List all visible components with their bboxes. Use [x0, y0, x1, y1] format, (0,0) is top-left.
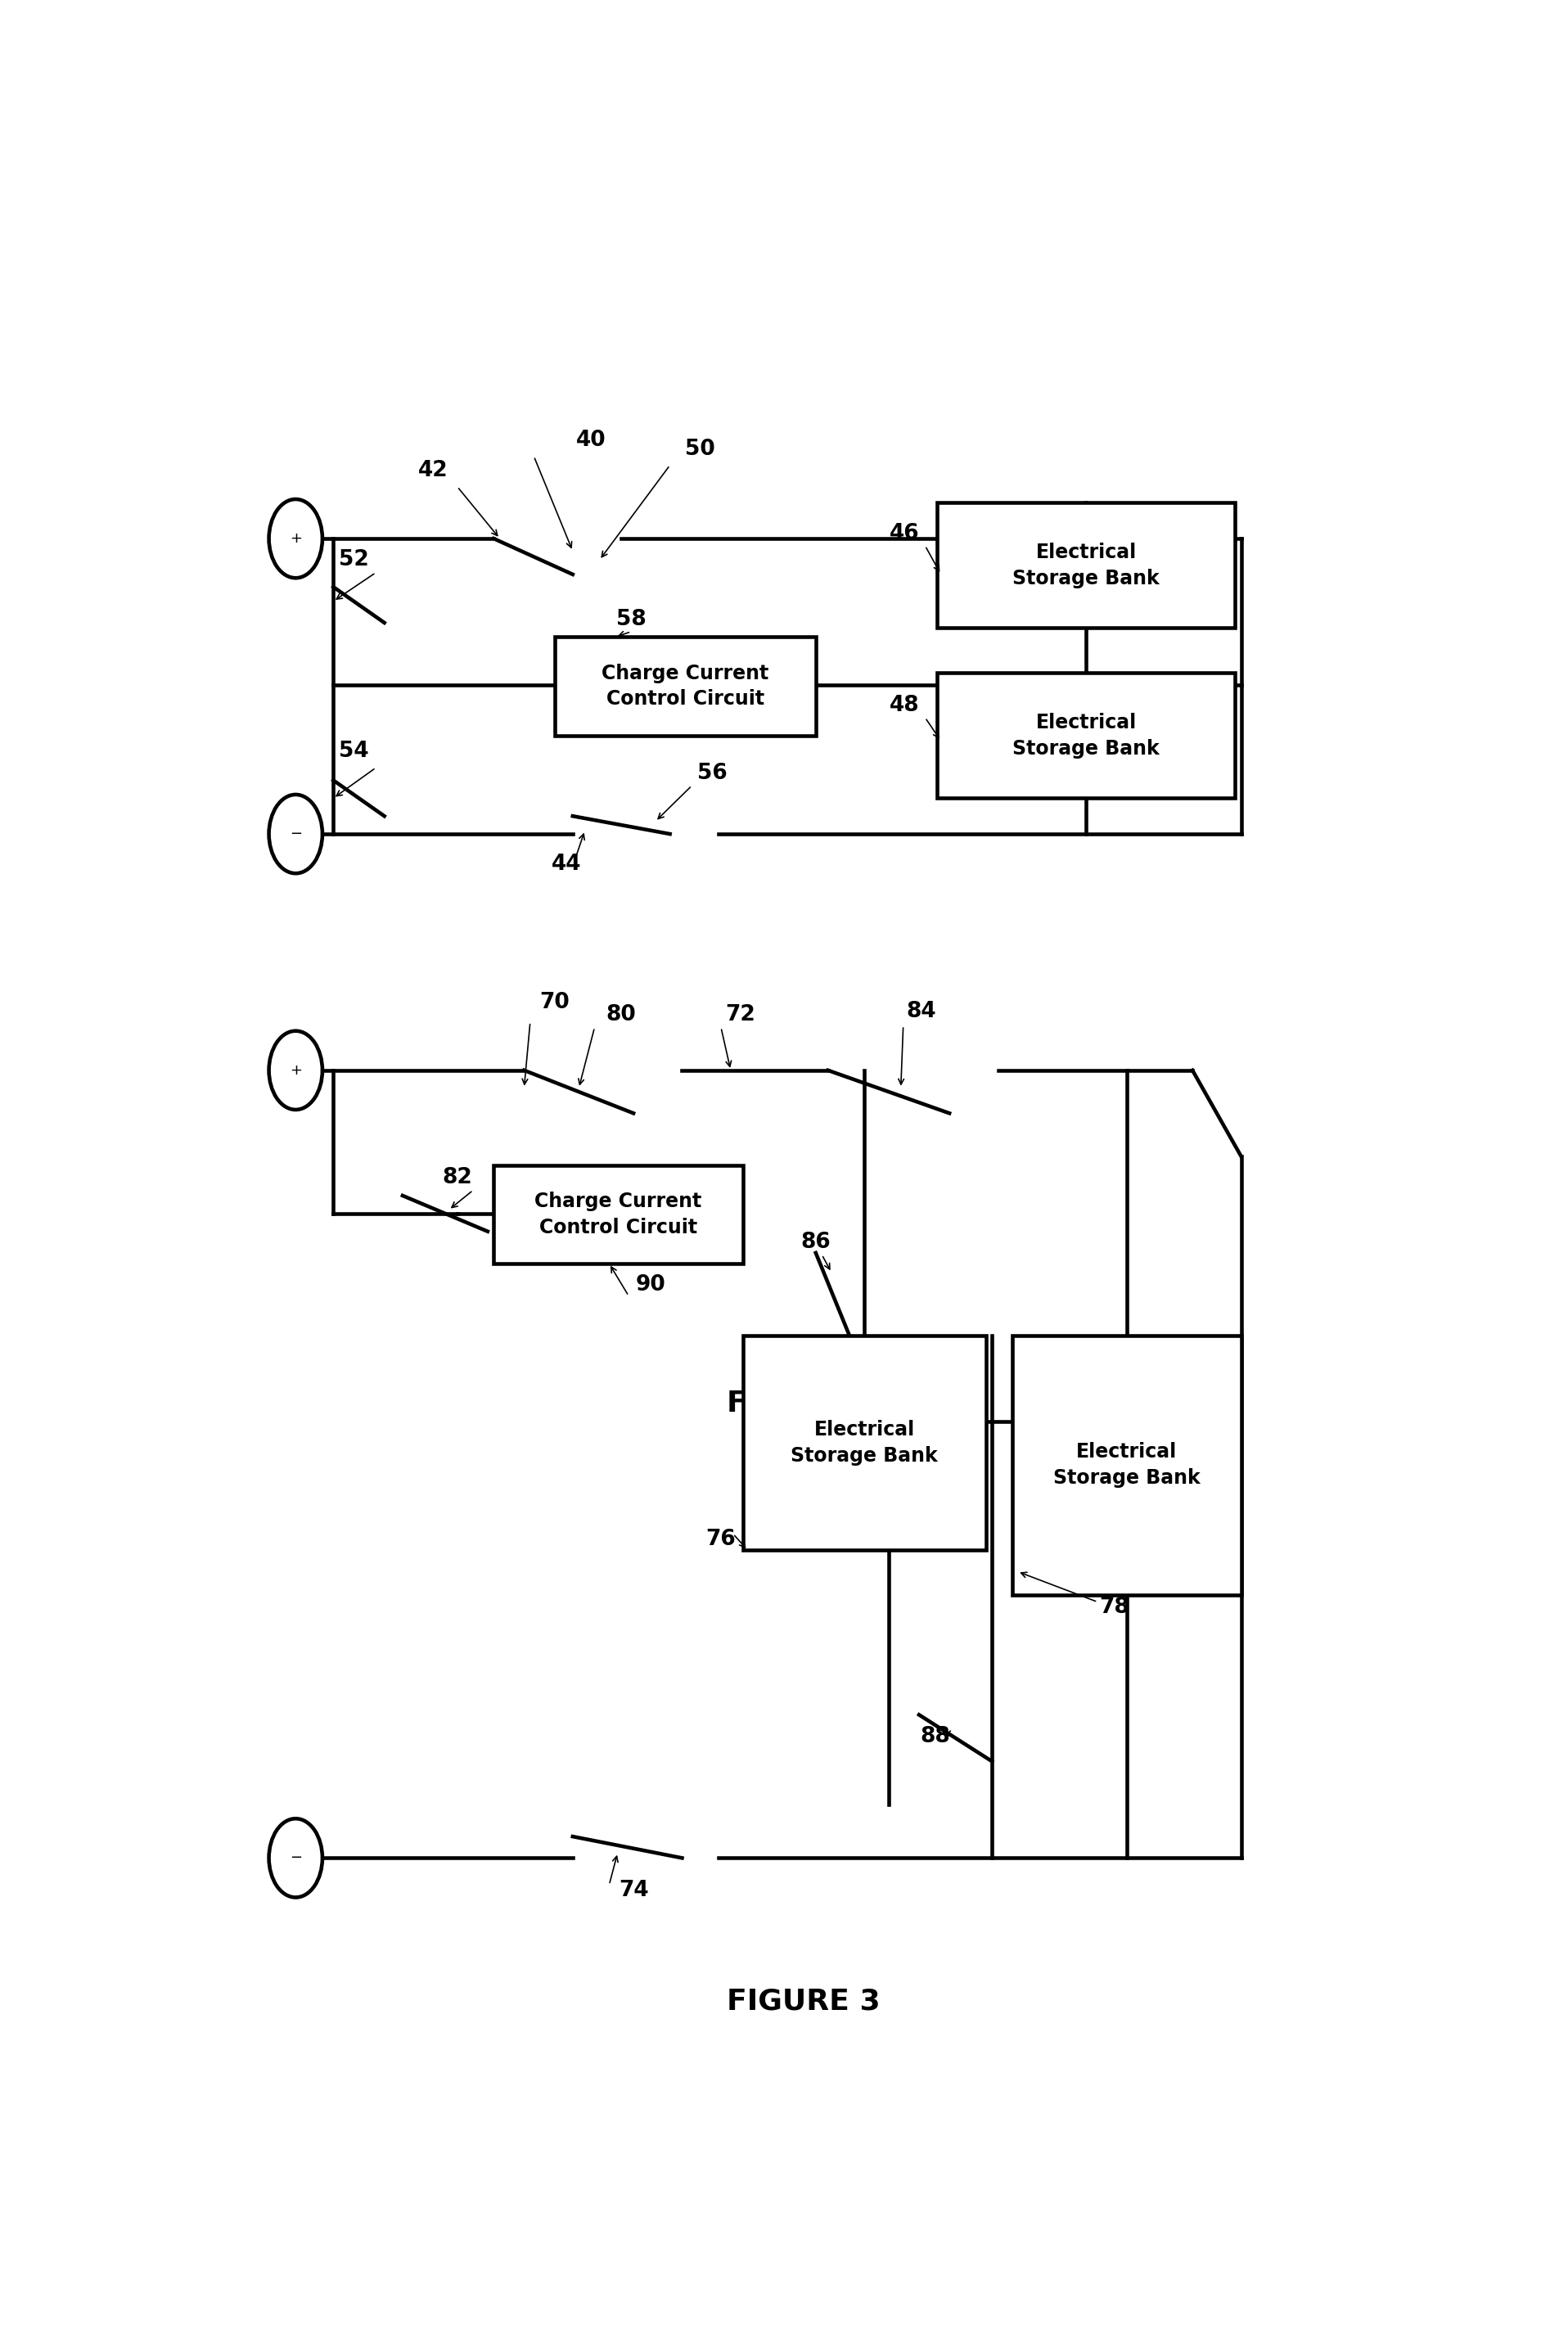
Bar [743, 1335, 986, 1551]
Bar [938, 672, 1236, 797]
Text: 74: 74 [618, 1879, 649, 1902]
Text: 40: 40 [575, 430, 605, 451]
Text: Charge Current
Control Circuit: Charge Current Control Circuit [535, 1193, 702, 1237]
Text: 80: 80 [607, 1004, 637, 1025]
Text: Electrical
Storage Bank: Electrical Storage Bank [1013, 714, 1160, 758]
Text: 90: 90 [635, 1274, 665, 1295]
Text: 46: 46 [889, 523, 919, 544]
Text: +: + [290, 530, 301, 546]
Text: 84: 84 [906, 1000, 936, 1023]
Text: Electrical
Storage Bank: Electrical Storage Bank [1054, 1442, 1201, 1488]
Text: 78: 78 [1099, 1597, 1129, 1618]
Bar [494, 1165, 743, 1265]
Text: −: − [290, 1851, 301, 1865]
Text: 88: 88 [920, 1725, 950, 1746]
Text: 86: 86 [801, 1232, 831, 1253]
Text: Electrical
Storage Bank: Electrical Storage Bank [790, 1421, 938, 1465]
Text: 52: 52 [339, 549, 368, 570]
Text: 82: 82 [442, 1167, 472, 1188]
Text: 76: 76 [706, 1530, 735, 1551]
Text: −: − [290, 828, 301, 842]
Text: 56: 56 [698, 763, 728, 784]
Text: 58: 58 [616, 609, 646, 630]
Text: 48: 48 [889, 695, 919, 716]
Text: Electrical
Storage Bank: Electrical Storage Bank [1013, 542, 1160, 588]
Text: 42: 42 [419, 460, 448, 481]
Text: +: + [290, 1063, 301, 1079]
Text: 44: 44 [552, 853, 582, 874]
Text: FIGURE 3: FIGURE 3 [728, 1988, 880, 2016]
Bar [1013, 1335, 1242, 1595]
Bar [555, 637, 815, 735]
Text: 54: 54 [339, 742, 368, 763]
Text: Charge Current
Control Circuit: Charge Current Control Circuit [602, 663, 768, 709]
Text: 70: 70 [539, 993, 569, 1014]
Text: 72: 72 [726, 1004, 756, 1025]
Text: 50: 50 [685, 439, 715, 460]
Bar [938, 502, 1236, 628]
Text: FIGURE 2: FIGURE 2 [728, 1390, 880, 1418]
